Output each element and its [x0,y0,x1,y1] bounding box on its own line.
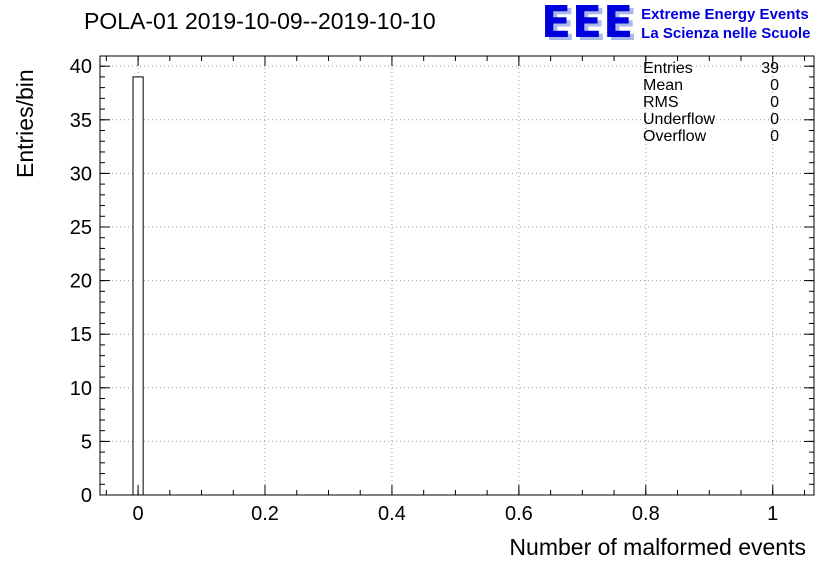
x-tick-label: 0 [133,503,144,525]
y-tick-label: 0 [81,485,92,507]
x-tick-label: 0.6 [505,503,533,525]
x-tick-label: 1 [767,503,778,525]
y-tick-label: 20 [70,271,92,293]
stats-label: Entries [643,60,693,77]
y-tick-label: 30 [70,163,92,185]
x-axis-label: Number of malformed events [509,534,806,560]
y-tick-label: 5 [81,431,92,453]
x-tick-label: 0.8 [632,503,660,525]
stats-value: 0 [770,128,779,145]
eee-logo-caption: Extreme Energy Events La Scienza nelle S… [641,3,810,43]
y-tick-label: 15 [70,324,92,346]
histogram-bar [132,76,144,496]
logo-line-1: Extreme Energy Events [641,6,809,23]
stats-row: Mean 0 [643,77,779,94]
x-tick-label: 0.4 [378,503,406,525]
logo-line-2: La Scienza nelle Scuole [641,25,811,42]
stats-row: Overflow 0 [643,128,779,145]
stats-row: Entries 39 [643,60,779,77]
stats-value: 0 [770,111,779,128]
y-tick-label: 25 [70,217,92,239]
stats-value: 0 [770,77,779,94]
stats-label: Mean [643,77,684,94]
y-axis-label: Entries/bin [12,69,38,178]
x-tick-label: 0.2 [251,503,279,525]
plot-frame [99,55,815,496]
stats-label: Overflow [643,128,707,145]
stats-row: Underflow 0 [643,111,779,128]
eee-logo: EEE Extreme Energy Events La Scienza nel… [541,0,810,48]
plot-title: POLA-01 2019-10-09--2019-10-10 [84,8,436,34]
stats-value: 39 [761,60,779,77]
y-tick-label: 35 [70,110,92,132]
stats-value: 0 [770,94,779,111]
stats-label: RMS [643,94,679,111]
stats-label: Underflow [643,111,716,128]
stats-row: RMS 0 [643,94,779,111]
stats-box: Entries 39 Mean 0 RMS 0 Underflow 0 Overflow 0 [643,60,779,145]
y-tick-label: 10 [70,378,92,400]
y-tick-label: 40 [70,56,92,78]
eee-logo-text: EEE [541,0,635,48]
